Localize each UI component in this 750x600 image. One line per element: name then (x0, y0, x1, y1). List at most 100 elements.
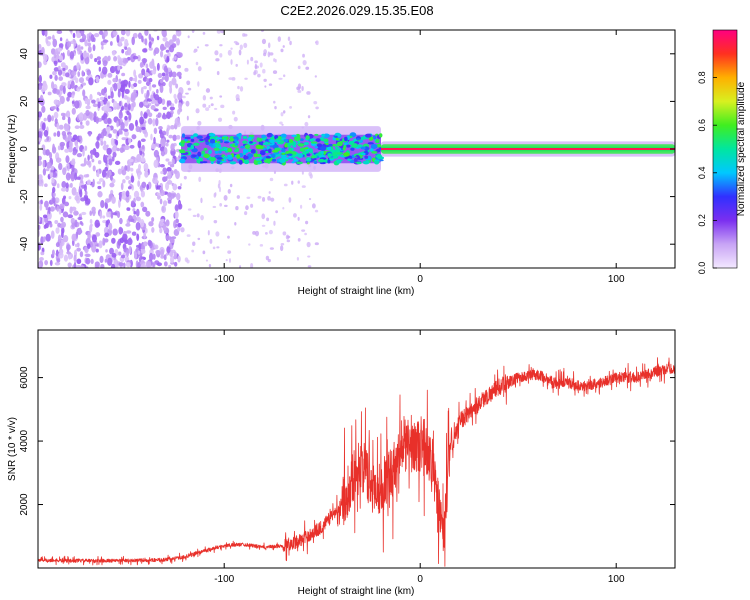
heatmap-cell (102, 39, 109, 43)
heatmap-cell (147, 239, 152, 247)
heatmap-cell (40, 251, 45, 256)
heatmap-cell (286, 239, 291, 243)
heatmap-cell (84, 97, 88, 105)
heatmap-cell (84, 56, 90, 65)
heatmap-cell (45, 36, 49, 44)
heatmap-cell (111, 147, 117, 153)
snr-y-tick-label: 6000 (19, 366, 30, 389)
heatmap-cell (106, 144, 109, 148)
heatmap-cell (98, 66, 102, 72)
heatmap-cell (185, 92, 189, 95)
heatmap-cell (209, 138, 216, 144)
heatmap-cell (90, 34, 95, 43)
heatmap-cell (59, 84, 64, 91)
heatmap-cell (280, 245, 284, 252)
heatmap-cell (90, 223, 93, 227)
heatmap-cell (115, 139, 119, 146)
heatmap-cell (121, 137, 127, 141)
heatmap-cell (131, 231, 137, 236)
heatmap-cell (73, 40, 77, 47)
snr-y-tick-label: 4000 (19, 430, 30, 453)
heatmap-cell (104, 198, 110, 204)
heatmap-cell (74, 211, 79, 216)
heatmap-cell (258, 140, 264, 146)
heatmap-cell (178, 102, 183, 110)
heatmap-cell (186, 115, 189, 121)
heatmap-cell (214, 50, 219, 56)
heatmap-cell (118, 39, 122, 47)
colorbar-ticks: 0.0 0.2 0.4 0.6 0.8 (697, 71, 717, 274)
heatmap-cell (280, 112, 284, 117)
heatmap-cell (74, 195, 80, 201)
heatmap-cell (170, 170, 174, 174)
heatmap-cell (149, 61, 155, 69)
heatmap-cell (100, 140, 104, 146)
heatmap-cell (38, 179, 42, 187)
heatmap-cell (101, 45, 104, 50)
heatmap-cell (95, 232, 101, 237)
heatmap-cell (357, 155, 361, 160)
heatmap-cell (129, 76, 134, 82)
heatmap-cell (46, 136, 50, 141)
heatmap-cell (52, 196, 56, 204)
heatmap-cell (95, 76, 99, 84)
heatmap-cell (138, 101, 144, 108)
heatmap-cell (125, 230, 132, 234)
heatmap-cell (44, 200, 49, 208)
heatmap-cell (161, 72, 166, 77)
heatmap-cell (38, 111, 43, 118)
heatmap-cell (175, 170, 180, 180)
heatmap-cell (307, 255, 311, 258)
heatmap-cell (87, 243, 91, 250)
spectrogram-y-tick-label: 0 (19, 146, 30, 152)
heatmap-cell (124, 88, 130, 95)
snr-marks (38, 357, 675, 567)
heatmap-cell (218, 179, 221, 186)
heatmap-cell (187, 87, 192, 91)
spectrogram-x-tick-label: -100 (214, 274, 234, 285)
heatmap-cell (84, 145, 88, 151)
heatmap-cell (220, 104, 225, 109)
heatmap-cell (269, 177, 274, 182)
heatmap-cell (124, 46, 128, 50)
heatmap-cell (218, 150, 222, 154)
heatmap-cell (291, 161, 295, 164)
heatmap-cell (172, 134, 177, 142)
heatmap-cell (101, 170, 107, 178)
heatmap-cell (83, 183, 87, 192)
heatmap-cell (124, 118, 129, 127)
heatmap-cell (69, 140, 73, 149)
heatmap-cell (197, 120, 202, 126)
heatmap-cell (76, 45, 82, 52)
heatmap-cell (181, 133, 186, 138)
spectrogram-y-tick-label: 20 (19, 95, 30, 107)
heatmap-cell (135, 208, 140, 217)
heatmap-cell (174, 210, 179, 219)
heatmap-cell (176, 37, 181, 46)
heatmap-cell (200, 197, 203, 204)
heatmap-cell (157, 112, 162, 118)
heatmap-cell (90, 258, 94, 265)
heatmap-cell (321, 133, 326, 137)
heatmap-cell (175, 83, 179, 89)
heatmap-cell (91, 158, 95, 163)
heatmap-cell (176, 157, 180, 162)
heatmap-cell (80, 197, 86, 202)
heatmap-cell (272, 70, 278, 74)
spectrogram-x-tick-label: 100 (608, 274, 625, 285)
heatmap-cell (370, 144, 378, 149)
chart-title: C2E2.2026.029.15.35.E08 (280, 3, 433, 18)
heatmap-cell (102, 215, 106, 219)
heatmap-cell (264, 141, 269, 146)
heatmap-cell (327, 146, 332, 151)
heatmap-cell (156, 35, 160, 41)
heatmap-cell (257, 195, 262, 199)
heatmap-cell (247, 153, 254, 158)
heatmap-cell (94, 219, 100, 228)
heatmap-cell (60, 223, 65, 229)
heatmap-cell (140, 249, 146, 254)
heatmap-cell (336, 152, 344, 155)
heatmap-cell (222, 135, 228, 138)
heatmap-cell (305, 66, 310, 70)
heatmap-cell (132, 77, 137, 82)
